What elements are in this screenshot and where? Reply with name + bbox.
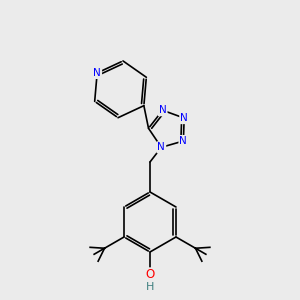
Text: N: N bbox=[179, 136, 187, 146]
Text: N: N bbox=[158, 142, 165, 152]
Text: N: N bbox=[93, 68, 101, 78]
Text: N: N bbox=[180, 113, 188, 123]
Text: H: H bbox=[146, 282, 154, 292]
Text: N: N bbox=[159, 105, 167, 115]
Text: O: O bbox=[146, 268, 154, 281]
Text: O: O bbox=[146, 271, 154, 281]
